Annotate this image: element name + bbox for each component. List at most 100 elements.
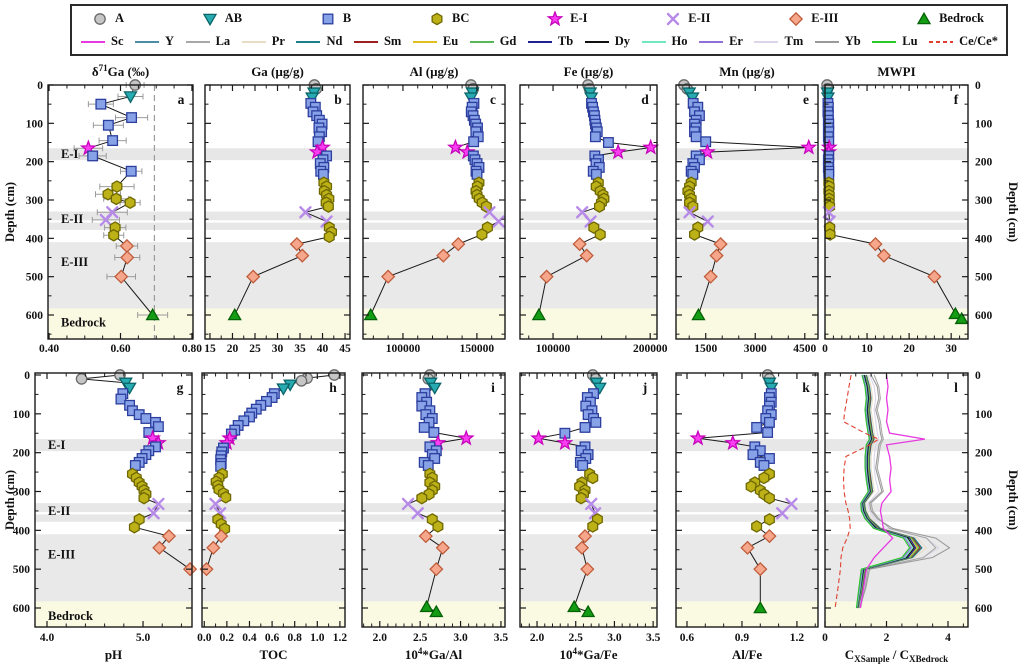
data-point-B [690,131,702,143]
data-point-BC [111,180,123,193]
data-point-BC [138,491,150,505]
depth-tick-label: 100 [26,118,44,130]
tb-line-icon [527,40,552,43]
legend-row-markers: A AB B BC E-I E-II E-III Bedrock [78,10,1000,27]
axis-title-a: δ71Ga (‰) [92,63,149,79]
e-iii-marker-icon [789,11,804,26]
x-tick-label: 0.0 [197,632,212,644]
x-tick-label: 2.0 [530,632,545,644]
panel-letter-g: g [177,380,184,395]
data-point-E-III [295,248,310,263]
legend-item-A: A [90,11,124,27]
legend-item-Tb: Tb [527,34,573,49]
data-point-B [602,137,614,148]
panel-border [362,84,506,340]
er-line-icon [699,40,724,43]
axis-title-i: 104*Ga/Al [405,646,463,662]
data-point-E-I [530,429,548,446]
y-line-icon [135,40,160,43]
data-point-Bedrock [580,604,596,618]
horizon-band [825,601,968,627]
horizon-band [363,308,505,339]
data-point-E-III [451,236,466,252]
data-point-E-III [246,269,261,284]
data-point-Bedrock [531,307,546,321]
depth-axis-title: Depth (cm) [1006,470,1020,530]
data-point-E-III [418,529,433,544]
x-tick-label: 40 [317,343,329,355]
data-point-BC [480,200,492,213]
legend-item-Ce/Ce*: Ce/Ce* [928,34,998,49]
legend-line-label: Sm [383,34,402,49]
panel-border [675,372,819,628]
data-point-E-III [381,269,396,284]
data-point-E-II [411,507,424,520]
horizon-band [205,148,350,161]
data-point-BC [758,471,770,485]
data-point-BC [575,491,587,505]
legend-line-label: Eu [442,34,459,49]
panel-border [675,84,819,340]
legend-item-Bedrock: Bedrock [914,11,984,27]
data-point-E-III [709,248,724,263]
data-point-E-II [585,497,598,511]
data-point-E-III [927,269,942,284]
ho-line-icon [641,40,666,43]
data-point-E-II [492,215,505,228]
data-point-B [579,421,591,433]
data-point-B [418,421,430,433]
data-point-E-II [99,213,113,227]
horizon-band [202,503,345,513]
data-point-E-II [701,215,714,228]
axis-title-b: Ga (µg/g) [251,64,304,79]
legend-marker-label: E-II [688,11,711,26]
panel-k: 0.6 0.9 1.2 k Al/Fe [675,369,819,662]
depth-tick-label: 400 [975,525,993,537]
data-point-Bedrock [429,604,444,618]
data-point-B [126,112,138,124]
depth-tick-label: 300 [13,486,31,498]
depth-tick-label: 300 [26,195,44,207]
data-point-AB [123,91,138,104]
x-tick-label: 3.5 [646,632,661,644]
bedrock-marker-icon [916,11,932,25]
x-tick-label: 0 [822,632,828,644]
band-label-E-I: E-I [48,438,66,452]
horizon-band [202,534,345,602]
panel-letter-c: c [490,92,496,107]
x-tick-label: 1.0 [310,632,325,644]
x-tick-label: 25 [249,343,261,355]
data-point-BC [124,196,136,210]
data-point-B [102,119,114,131]
data-point-AB [427,382,442,395]
data-point-E-II [209,497,222,511]
data-point-Bedrock [753,600,768,614]
x-tick-label: 0.4 [242,632,257,644]
horizon-band [202,514,345,522]
panel-border [824,372,969,628]
horizon-band [362,503,505,513]
legend-item-La: La [185,34,230,49]
band-label-E-III: E-III [61,255,88,269]
e-ii-marker-glyph [667,12,680,25]
depth-tick-label: 300 [975,486,993,498]
legend-line-label: Y [165,34,175,49]
data-point-E-III [572,236,587,252]
data-point-BC [763,491,775,505]
horizon-band [205,222,350,230]
band-label-E-I: E-I [61,147,79,161]
x-tick-label: 3.0 [607,632,622,644]
data-point-B [429,453,441,464]
depth-tick-label: 200 [26,157,44,169]
data-point-B [758,460,770,471]
ree-line-Dy [856,374,915,609]
horizon-band [676,242,818,309]
band-label-E-II: E-II [61,212,83,226]
legend-item-E-I: E-I [545,10,588,27]
depth-tick-label: 600 [975,310,993,322]
horizon-band [676,211,818,221]
e-ii-marker-icon [667,12,680,25]
axis-title-j: 104*Ga/Fe [560,646,618,662]
data-point-Bedrock [567,599,582,613]
ree-line-Yb [858,374,951,609]
